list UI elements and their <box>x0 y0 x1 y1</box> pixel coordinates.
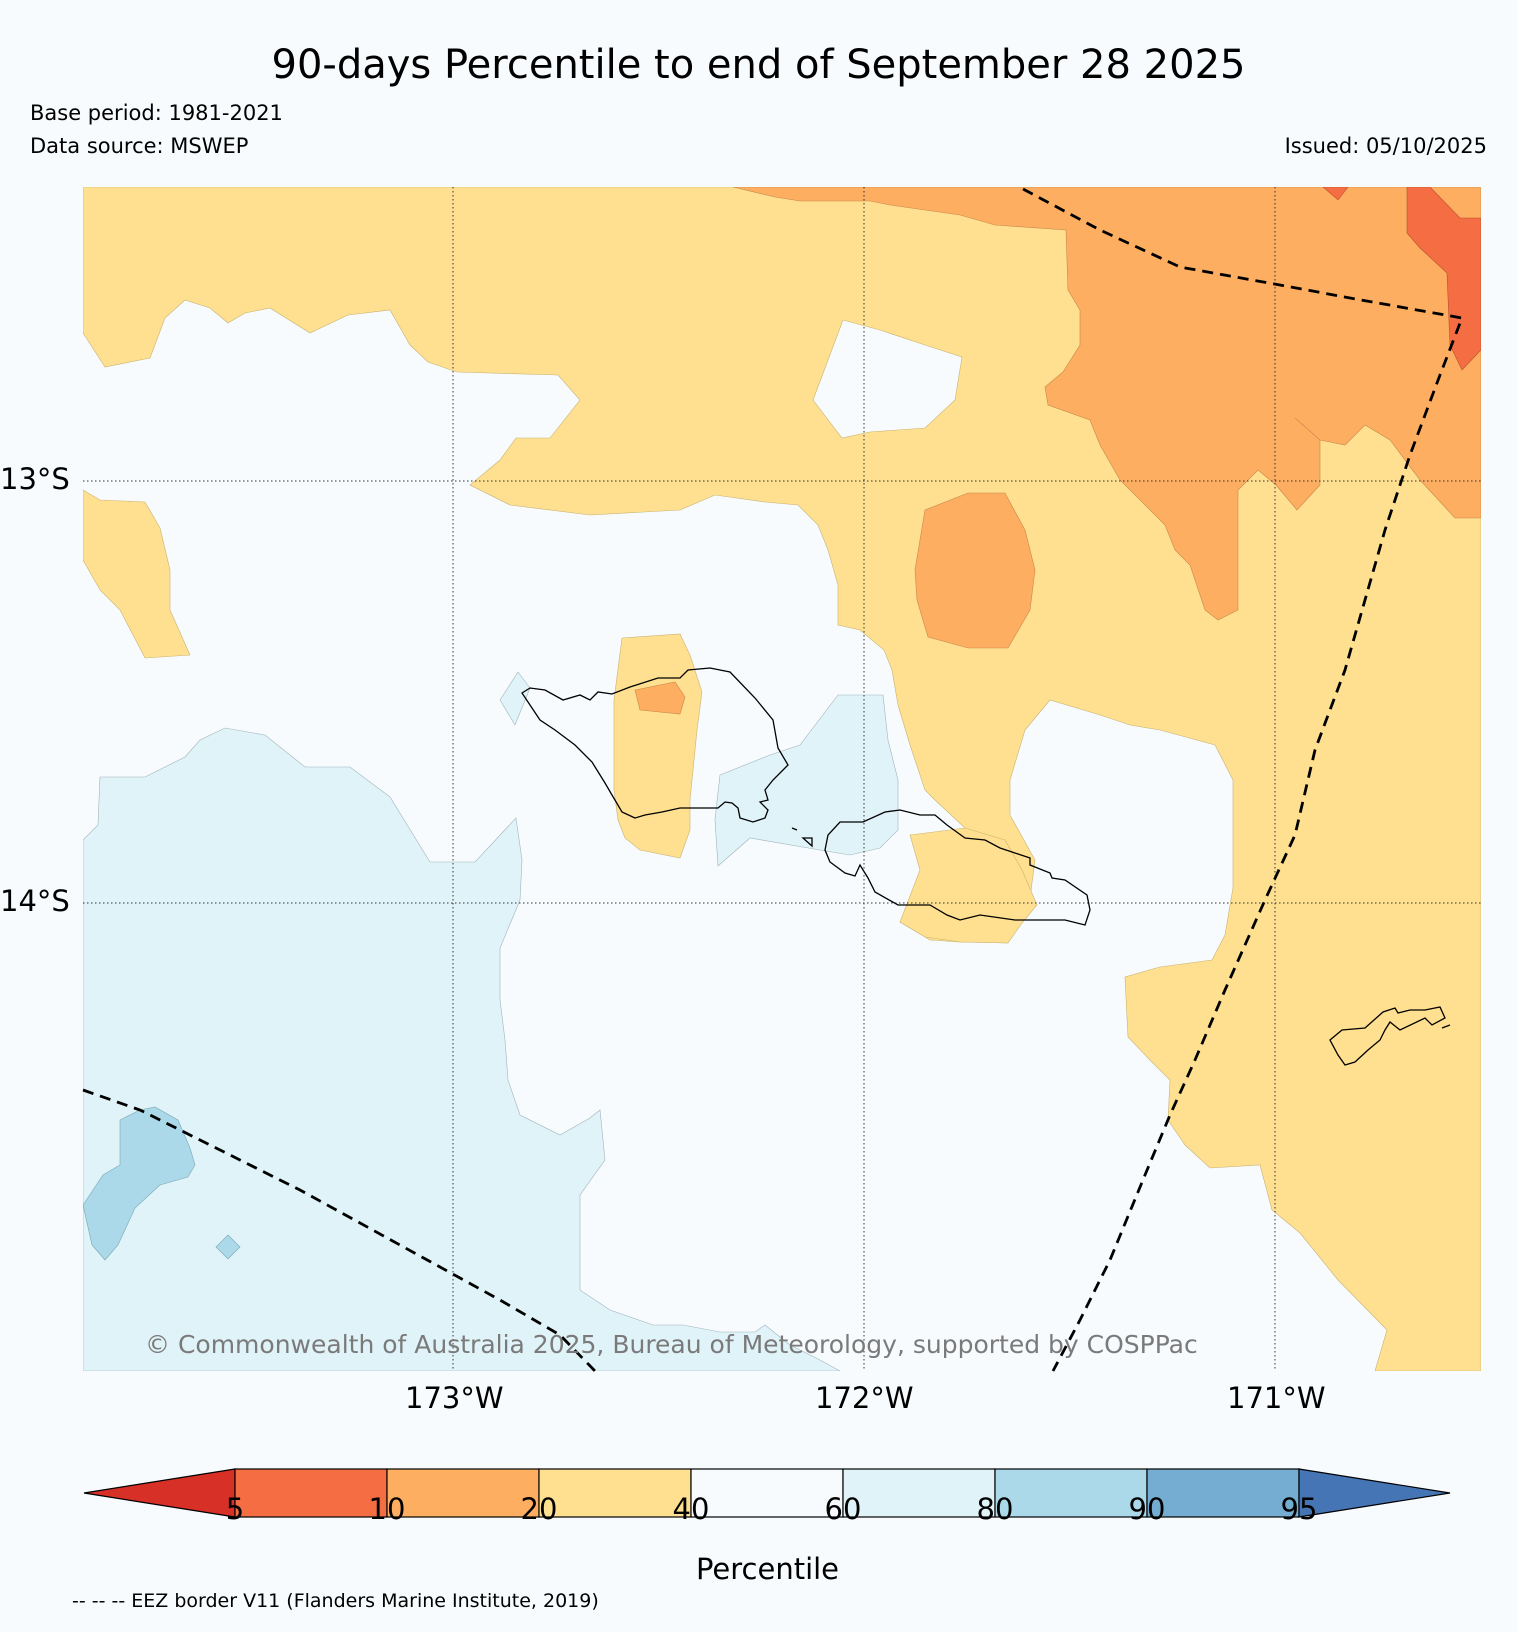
band-20-40-west <box>83 489 191 659</box>
band-60-80-small <box>499 671 531 726</box>
band-60-80-central <box>714 694 899 867</box>
band-10-20-oval <box>914 492 1036 649</box>
colorbar-tick-40: 40 <box>672 1492 710 1526</box>
colorbar-tick-5: 5 <box>225 1492 245 1526</box>
band-5-10-dot <box>1322 187 1349 201</box>
percentile-map <box>83 187 1481 1371</box>
colorbar-tick-95: 95 <box>1280 1492 1318 1526</box>
base-period: Base period: 1981-2021 <box>30 101 283 125</box>
manono-islet <box>791 827 798 831</box>
colorbar-80-90 <box>994 1468 1148 1518</box>
upolu-island <box>824 809 1091 926</box>
colorbar-5-10 <box>234 1468 388 1518</box>
aunuu-islet <box>1441 1024 1451 1029</box>
savaii-island <box>521 667 789 823</box>
colorbar-tick-80: 80 <box>976 1492 1014 1526</box>
colorbar-tick-20: 20 <box>520 1492 558 1526</box>
gridlines <box>83 187 1481 1371</box>
lat-label-13s: 13°S <box>0 462 70 496</box>
colorbar-extend-high <box>1298 1468 1451 1518</box>
data-source: Data source: MSWEP <box>30 134 249 158</box>
map-title: 90-days Percentile to end of September 2… <box>271 42 1246 88</box>
colorbar-tick-90: 90 <box>1128 1492 1166 1526</box>
colorbar-tick-10: 10 <box>368 1492 406 1526</box>
band-10-20-region <box>732 187 1481 621</box>
band-80-90-dot <box>215 1234 241 1260</box>
band-60-80-region <box>83 727 841 1371</box>
lon-label-172w: 172°W <box>815 1381 914 1415</box>
eez-legend-note: -- -- -- EEZ border V11 (Flanders Marine… <box>72 1590 599 1612</box>
eez-borders <box>82 187 1464 1372</box>
lon-label-173w: 173°W <box>405 1381 504 1415</box>
band-20-40-upolu <box>613 633 703 859</box>
band-40-60-hole <box>812 319 963 439</box>
band-80-90-region <box>83 1106 196 1261</box>
apolima-islet <box>801 837 813 848</box>
colorbar-label: Percentile <box>695 1552 840 1586</box>
colorbar-90-95 <box>1146 1468 1300 1518</box>
lat-label-14s: 14°S <box>0 884 70 918</box>
eez-border-north-east <box>1022 187 1464 1372</box>
eez-border-south-west <box>82 1088 597 1372</box>
copyright-notice: © Commonwealth of Australia 2025, Bureau… <box>145 1330 1198 1359</box>
colorbar <box>83 1468 1451 1518</box>
tutuila-island <box>1329 1006 1446 1066</box>
issued-date: Issued: 05/10/2025 <box>1284 134 1487 158</box>
coastlines <box>521 667 1451 1066</box>
band-20-40-south <box>899 827 1038 944</box>
band-10-20-small <box>634 681 686 715</box>
lon-label-171w: 171°W <box>1227 1381 1326 1415</box>
band-5-10-region <box>1406 187 1481 371</box>
colorbar-tick-60: 60 <box>824 1492 862 1526</box>
colorbar-60-80 <box>842 1468 996 1518</box>
